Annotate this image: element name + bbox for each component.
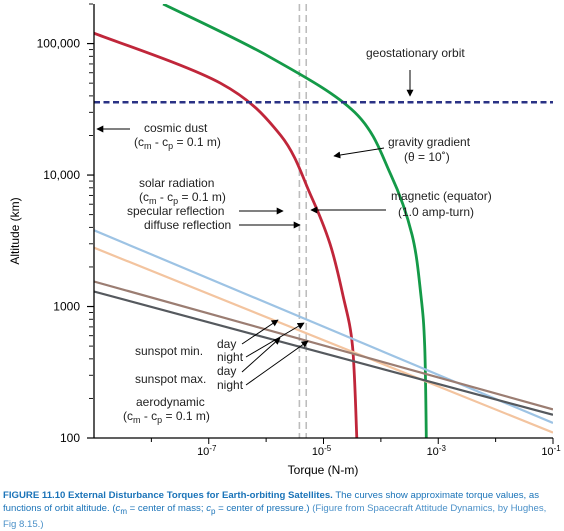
series-magnetic-day-sunspot-min — [94, 229, 553, 425]
specular-reflection-label: specular reflection — [127, 204, 224, 218]
x-axis-label: Torque (N-m) — [288, 463, 359, 477]
day-min-arrow — [241, 319, 279, 345]
y-tick-label-0: 100 — [60, 431, 80, 445]
day-max-arrow — [241, 337, 281, 373]
caption-cm: c — [115, 503, 121, 514]
torque-band — [298, 4, 308, 438]
annotations: geostationary orbit cosmic dust (cm - cp… — [96, 46, 492, 425]
magnetic-amp-turn: (1.0 amp-turn) — [398, 205, 474, 219]
y-tick-label-1: 1000 — [53, 300, 80, 314]
magnetic-label: magnetic (equator) — [391, 189, 492, 203]
cosmic-dust-label: cosmic dust — [144, 121, 208, 135]
caption-cm-sub: m — [120, 506, 127, 516]
day-label-min: day — [217, 337, 236, 351]
gravity-gradient-arrow — [333, 147, 385, 159]
x-tick-group: 10-7 10-5 10-3 10-1 — [150, 438, 561, 458]
night-max-arrow — [245, 340, 309, 386]
y-tick-label-3: 100,000 — [37, 37, 81, 51]
aerodynamic-formula: (cm - cp = 0.1 m) — [123, 409, 210, 425]
series-gravity-gradient — [162, 4, 428, 438]
caption-text-1: The curves show approximate torque value… — [3, 490, 540, 514]
day-label-max: day — [217, 364, 236, 378]
series-magnetic-night-sunspot-max — [94, 290, 553, 416]
series-layer — [94, 4, 553, 438]
sunspot-min-label: sunspot min. — [135, 344, 203, 358]
night-label-max: night — [217, 378, 244, 392]
caption-figure-title: FIGURE 11.10 External Disturbance Torque… — [3, 490, 333, 501]
x-tick-label-0: 10-7 — [197, 444, 217, 458]
series-magnetic-day-sunspot-max — [94, 280, 553, 411]
y-axis-label: Altitude (km) — [8, 197, 22, 264]
series-solar-radiation — [94, 31, 359, 438]
caption-text-3: = center of pressure.) — [215, 503, 313, 514]
caption-text-2: = center of mass; — [127, 503, 207, 514]
x-tick-label-3: 10-1 — [541, 444, 561, 458]
cosmic-dust-formula: (cm - cp = 0.1 m) — [134, 135, 221, 151]
x-tick-label-1: 10-5 — [312, 444, 332, 458]
night-label-min: night — [217, 350, 244, 364]
figure-caption: FIGURE 11.10 External Disturbance Torque… — [3, 489, 561, 531]
y-tick-label-2: 10,000 — [43, 168, 80, 182]
aerodynamic-label: aerodynamic — [136, 395, 205, 409]
series-magnetic-night-sunspot-min — [94, 246, 553, 434]
x-tick-label-2: 10-3 — [427, 444, 447, 458]
disturbance-torque-chart: 10-7 10-5 10-3 10-1 100 1000 10,000 100,000 To… — [8, 3, 561, 477]
geostationary-label: geostationary orbit — [366, 46, 465, 60]
gravity-gradient-label: gravity gradient — [388, 135, 471, 149]
y-tick-group: 100 1000 10,000 100,000 — [37, 37, 94, 445]
caption-cp: c — [206, 503, 211, 514]
caption-cp-sub: p — [210, 506, 216, 516]
diffuse-reflection-label: diffuse reflection — [144, 218, 231, 232]
gravity-gradient-angle: (θ = 10˚) — [404, 150, 450, 164]
minor-tick-marks — [89, 3, 93, 399]
sunspot-max-label: sunspot max. — [135, 372, 206, 386]
night-min-arrow — [245, 322, 305, 358]
solar-radiation-label: solar radiation — [139, 176, 214, 190]
solar-radiation-formula: (cm - cp = 0.1 m) — [139, 190, 226, 206]
